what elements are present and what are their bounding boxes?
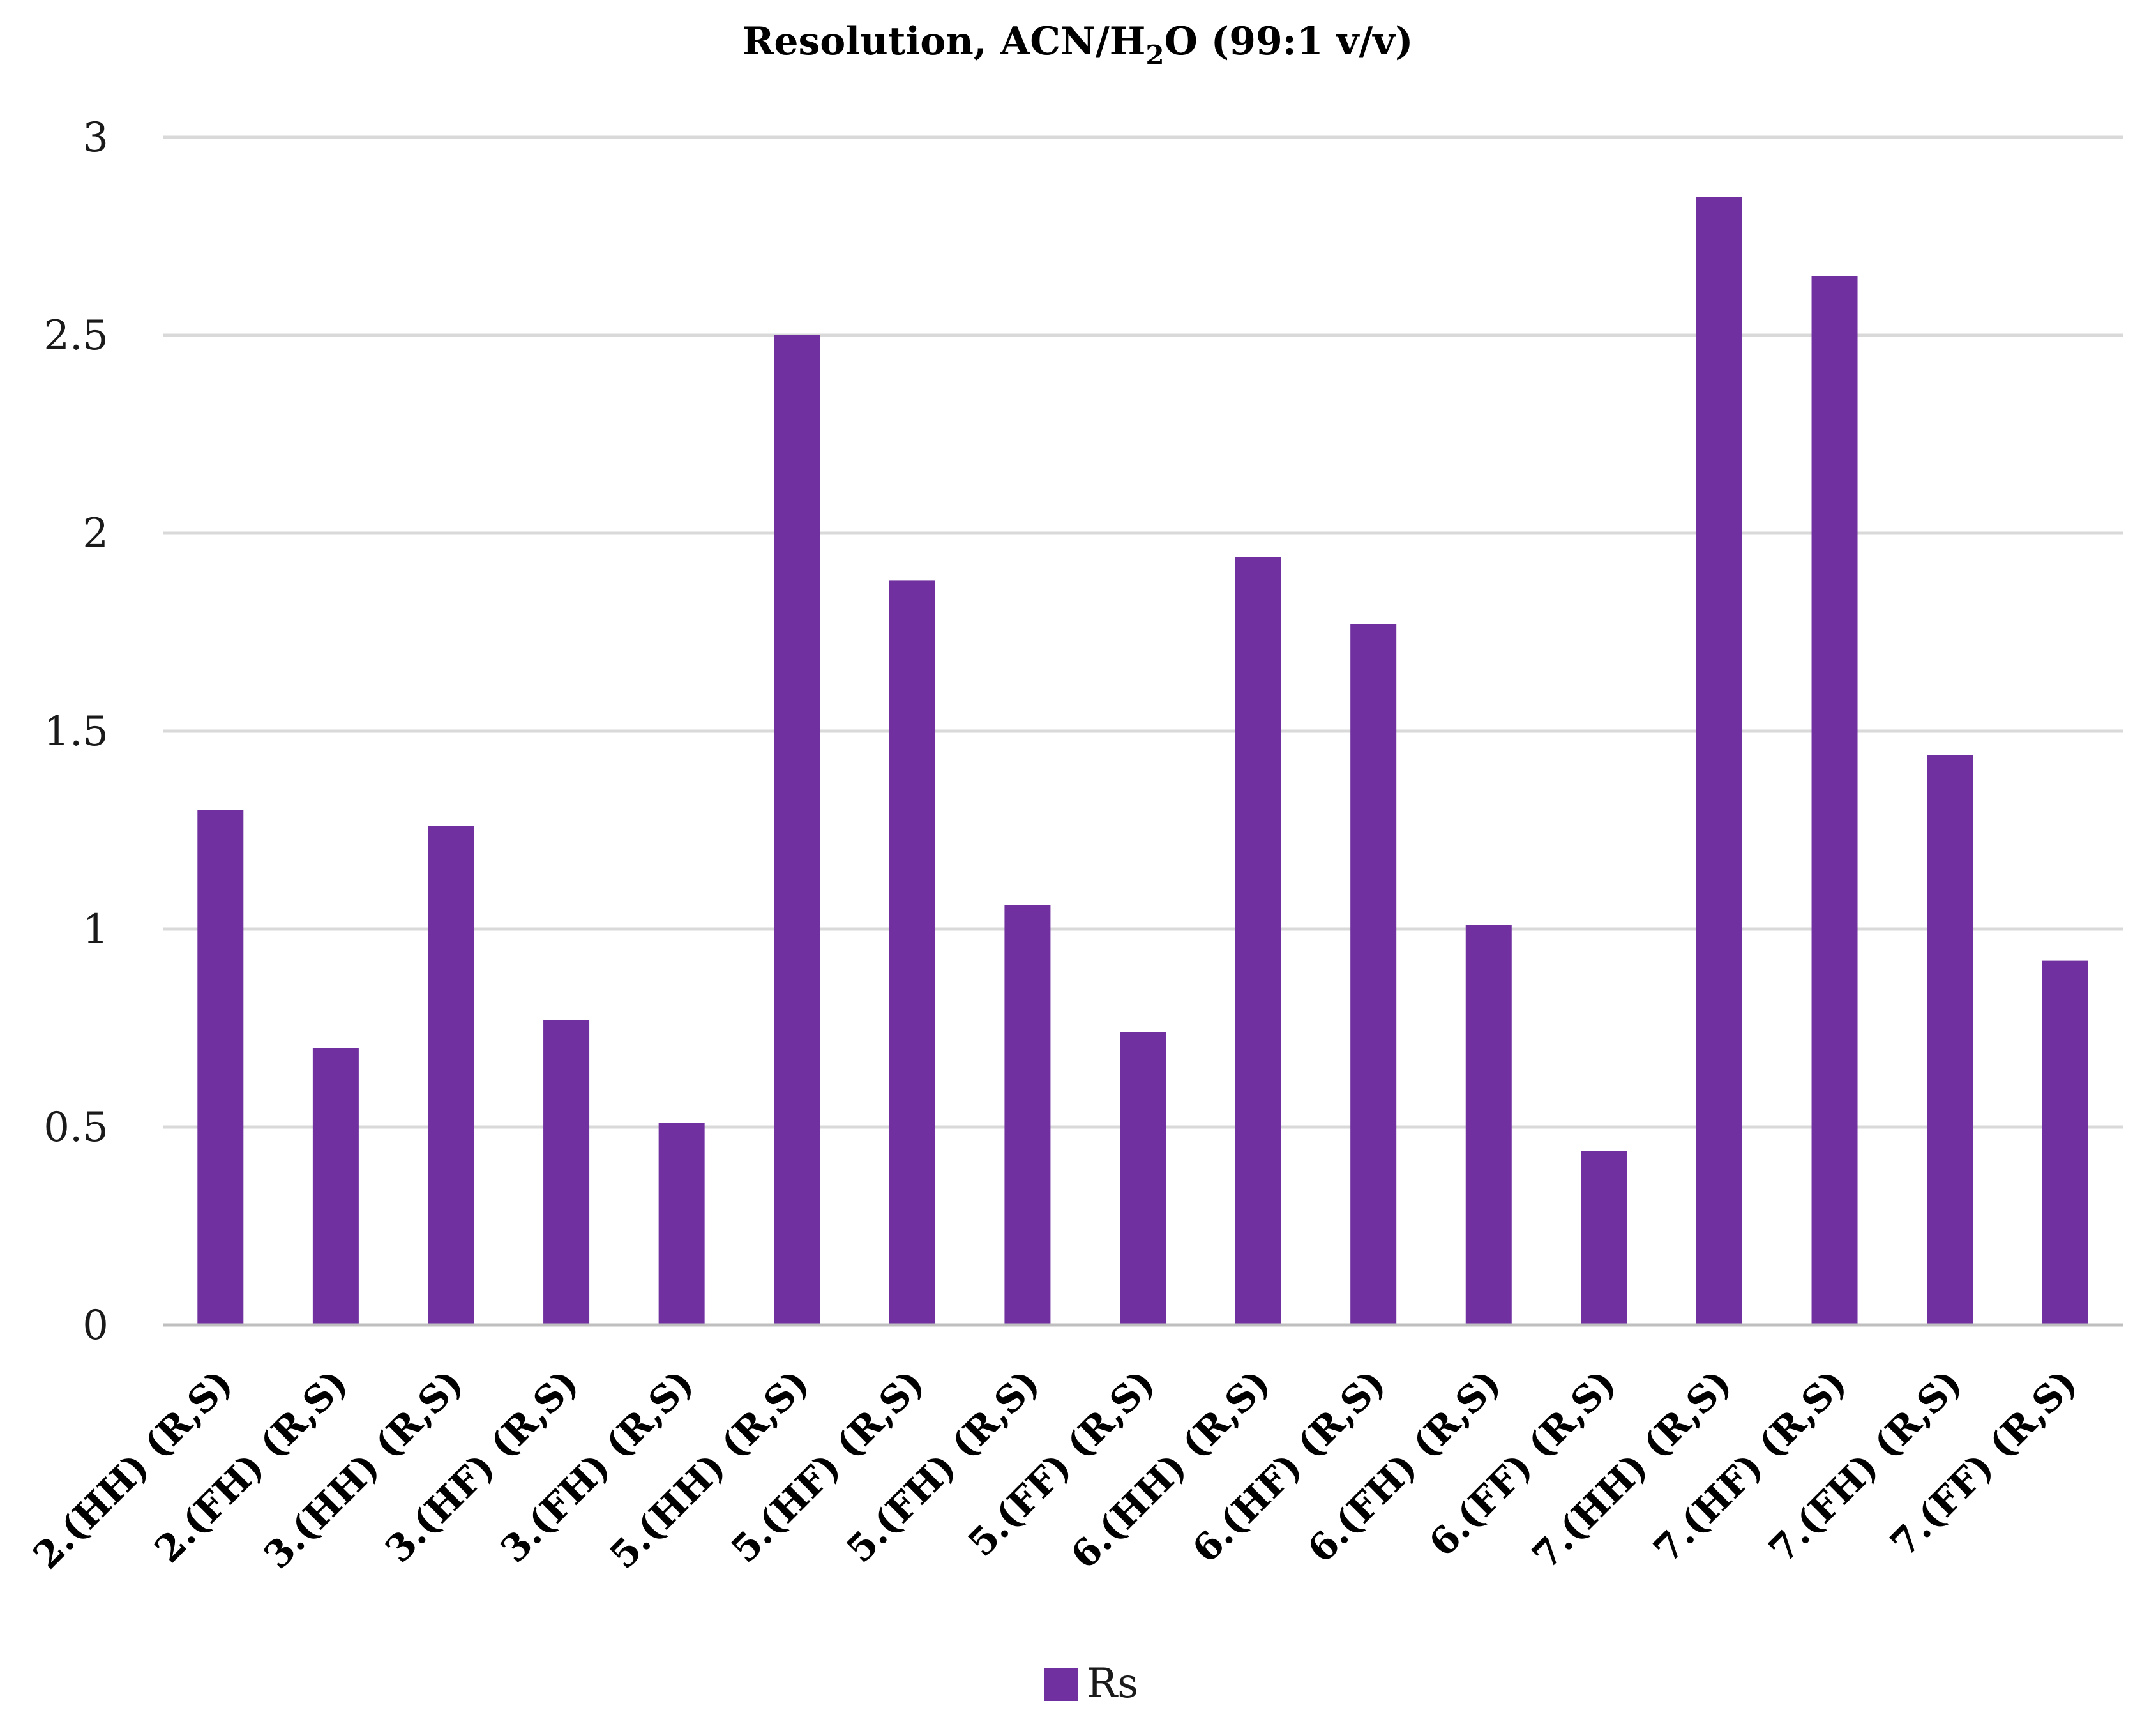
bar bbox=[1350, 624, 1397, 1325]
bar bbox=[1004, 905, 1051, 1325]
y-tick-label: 0.5 bbox=[43, 1104, 109, 1151]
x-tick-label: 7.(HH) (R,S) bbox=[1524, 1361, 1740, 1577]
x-tick-label: 2.(HH) (R,S) bbox=[25, 1361, 241, 1577]
chart-title-subscript: 2 bbox=[1145, 40, 1164, 71]
y-tick-label: 1 bbox=[82, 906, 109, 953]
bar bbox=[312, 1048, 359, 1325]
bar bbox=[1581, 1151, 1627, 1325]
chart-title: Resolution, ACN/H2O (99:1 v/v) bbox=[742, 19, 1413, 71]
bars bbox=[197, 197, 2088, 1326]
gridlines bbox=[163, 135, 2123, 1129]
y-tick-label: 3 bbox=[82, 114, 109, 162]
x-axis-tick-labels: 2.(HH) (R,S)2.(FH) (R,S)3.(HH) (R,S)3.(H… bbox=[25, 1361, 2086, 1577]
bar bbox=[1120, 1032, 1166, 1325]
y-tick-label: 2.5 bbox=[43, 312, 109, 359]
chart-title-main: Resolution, ACN/H bbox=[742, 19, 1145, 64]
bar bbox=[1927, 755, 1973, 1325]
bar bbox=[428, 826, 474, 1325]
x-tick-label: 6.(HH) (R,S) bbox=[1062, 1361, 1278, 1577]
bar bbox=[197, 810, 244, 1325]
y-tick-label: 2 bbox=[82, 510, 109, 557]
bar bbox=[889, 580, 935, 1325]
bar bbox=[2042, 960, 2088, 1325]
bar bbox=[543, 1020, 590, 1325]
bar bbox=[774, 335, 820, 1325]
y-tick-label: 0 bbox=[82, 1302, 109, 1349]
bar bbox=[1465, 925, 1512, 1325]
y-axis-tick-labels: 0 0.5 1 1.5 2 2.5 3 bbox=[43, 114, 109, 1349]
legend-label-rs: Rs bbox=[1087, 1660, 1138, 1707]
chart-title-end: O (99:1 v/v) bbox=[1165, 19, 1413, 64]
bar bbox=[1235, 557, 1281, 1326]
x-tick-label: 3.(HH) (R,S) bbox=[255, 1361, 471, 1577]
bar bbox=[658, 1123, 705, 1325]
legend: Rs bbox=[1044, 1660, 1138, 1707]
bar bbox=[1696, 197, 1742, 1325]
legend-swatch-rs bbox=[1044, 1668, 1078, 1701]
bar bbox=[1811, 276, 1858, 1325]
y-tick-label: 1.5 bbox=[43, 708, 109, 755]
x-tick-label: 5.(HH) (R,S) bbox=[601, 1361, 817, 1577]
